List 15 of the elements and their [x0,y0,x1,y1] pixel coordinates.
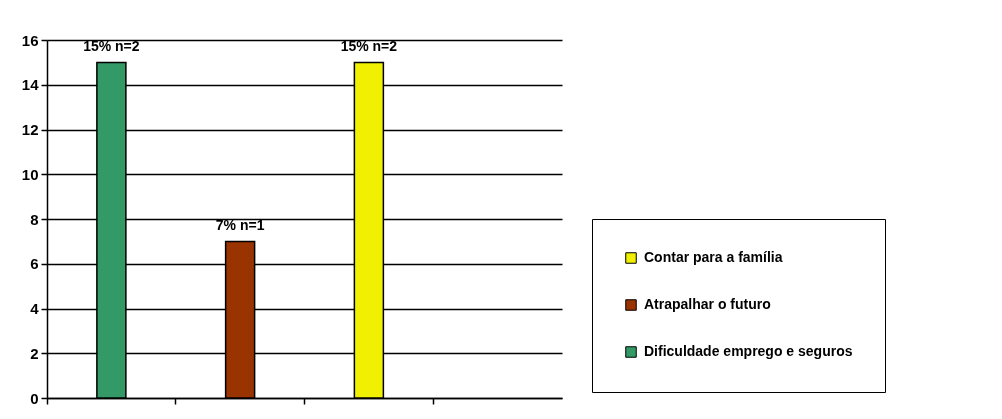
y-tick-label: 2 [30,344,39,362]
y-tick-label: 4 [30,300,40,317]
y-tick-label: 16 [21,31,39,49]
y-tick-label: 0 [30,389,39,407]
y-tick-label: 8 [30,210,39,228]
y-tick-label: 12 [21,121,39,138]
legend-label: Dificuldade emprego e seguros [644,343,853,359]
data-label: 7% n=1 [215,217,265,234]
data-label: 15% n=2 [340,38,398,55]
data-label: 15% n=2 [83,38,140,55]
y-tick-label: 6 [30,255,39,273]
y-tick-label: 10 [21,165,39,183]
legend-label: Atrapalhar o futuro [644,296,771,312]
y-tick-label: 14 [21,76,40,94]
legend-label: Contar para a família [644,249,783,265]
